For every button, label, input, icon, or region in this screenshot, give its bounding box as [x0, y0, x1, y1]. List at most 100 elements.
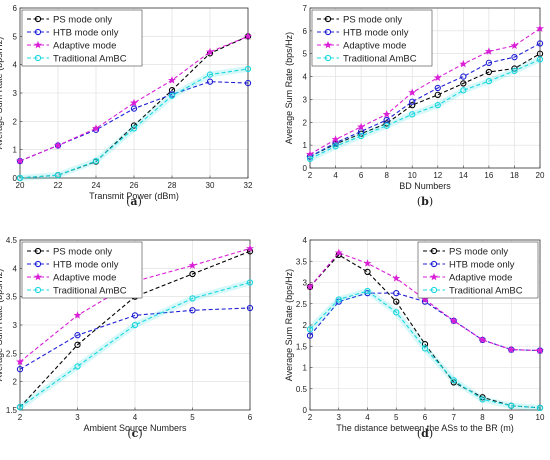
panel-label-part: ( [126, 195, 130, 208]
y-tick-label: 0.5 [296, 385, 308, 394]
legend-swatch-marker [34, 15, 42, 23]
legend-swatch-marker [430, 272, 438, 281]
series-adaptive-mode [16, 32, 252, 165]
panel-label: (d) [417, 427, 433, 440]
data-point [510, 41, 519, 50]
series-line [309, 42, 541, 158]
data-point [511, 53, 518, 61]
data-point [450, 377, 457, 384]
x-tick-label: 10 [408, 171, 417, 180]
data-point [383, 120, 390, 127]
data-point [392, 274, 401, 282]
data-point [408, 88, 417, 96]
legend-swatch-marker [324, 54, 332, 62]
y-tick-label: 4 [13, 264, 18, 273]
data-point [334, 248, 343, 257]
data-point [433, 73, 442, 82]
x-tick-label: 5 [394, 413, 399, 422]
legend-swatch-marker [34, 28, 42, 36]
data-point [536, 40, 544, 47]
x-axis-label: Transmit Power (dBm) [89, 191, 179, 201]
data-point [16, 174, 24, 182]
panel-label-part: ) [429, 195, 433, 208]
legend-entry: Traditional AmBC [343, 53, 417, 64]
data-point [383, 122, 390, 129]
y-tick-label: 6 [303, 27, 308, 36]
axes-frame [309, 7, 541, 169]
y-tick-label: 2 [13, 378, 18, 387]
panel-label: (c) [127, 427, 142, 440]
legend-entry: HTB mode only [53, 259, 119, 270]
y-axis-label: Average Sum Rate (bps/Hz) [0, 37, 4, 149]
data-point [357, 128, 365, 135]
x-tick-label: 18 [510, 171, 519, 180]
panel-label-part: a [130, 195, 137, 208]
x-tick-label: 8 [480, 413, 485, 422]
y-tick-label: 1.5 [6, 406, 18, 415]
data-point [434, 91, 441, 99]
y-tick-label: 0 [303, 406, 308, 415]
y-tick-label: 1 [303, 141, 308, 150]
series-traditional-ambc [16, 65, 252, 182]
panel-label-part: d [421, 427, 429, 440]
series-htb-mode-only [16, 304, 254, 373]
data-point [508, 402, 515, 409]
legend-entry: Adaptive mode [53, 272, 116, 283]
x-tick-label: 26 [130, 181, 139, 190]
y-tick-label: 4.5 [6, 236, 18, 245]
legend-entry: PS mode only [53, 14, 112, 25]
data-point [382, 110, 391, 118]
series-traditional-ambc [306, 287, 544, 412]
axes-frame [19, 239, 251, 411]
data-point [189, 307, 196, 314]
y-tick-label: 1 [13, 146, 18, 155]
data-point [306, 155, 314, 163]
data-point [409, 101, 416, 109]
x-tick-label: 2 [308, 413, 313, 422]
y-tick-label: 0 [303, 164, 308, 173]
legend-swatch-marker [34, 40, 42, 49]
x-tick-label: 10 [536, 413, 545, 422]
legend-entry: HTB mode only [449, 259, 515, 270]
x-tick-label: 2 [18, 413, 23, 422]
data-point [92, 157, 100, 165]
data-point [332, 143, 339, 150]
data-point [485, 77, 493, 85]
data-point [130, 125, 138, 132]
legend-swatch-marker [34, 247, 42, 255]
data-point [16, 404, 24, 411]
data-point [409, 98, 416, 105]
data-point [364, 287, 371, 295]
data-point [409, 111, 416, 118]
x-tick-label: 3 [75, 413, 80, 422]
axes-frame [309, 239, 541, 411]
series-line [19, 247, 251, 363]
y-tick-label: 2.5 [6, 349, 18, 358]
x-tick-label: 4 [333, 171, 338, 180]
data-point [206, 47, 214, 56]
y-tick-label: 0 [13, 174, 18, 183]
data-point [363, 259, 372, 267]
data-point [536, 404, 544, 412]
data-point [244, 79, 252, 87]
series-adaptive-mode [306, 24, 544, 158]
chart-a: 20 22 24 26 28 30 32 0 1 2 3 4 5 6 Transmit Power (dBm… [0, 4, 253, 208]
legend-entry: HTB mode only [53, 27, 119, 38]
series-line [309, 292, 541, 352]
legend-swatch-marker [34, 260, 42, 268]
data-point [74, 332, 81, 339]
x-tick-label: 28 [168, 181, 177, 190]
legend-entry: Adaptive mode [449, 272, 512, 283]
legend-entry: Adaptive mode [53, 40, 116, 51]
series-traditional-ambc [306, 56, 544, 163]
data-point [421, 345, 429, 352]
y-tick-label: 4 [303, 73, 308, 82]
series-line [19, 68, 249, 179]
data-point [16, 357, 24, 366]
y-tick-label: 5 [13, 32, 18, 41]
y-tick-label: 7 [303, 4, 308, 13]
legend-entry: PS mode only [53, 246, 112, 257]
x-tick-label: 22 [54, 181, 63, 190]
x-tick-label: 24 [92, 181, 101, 190]
